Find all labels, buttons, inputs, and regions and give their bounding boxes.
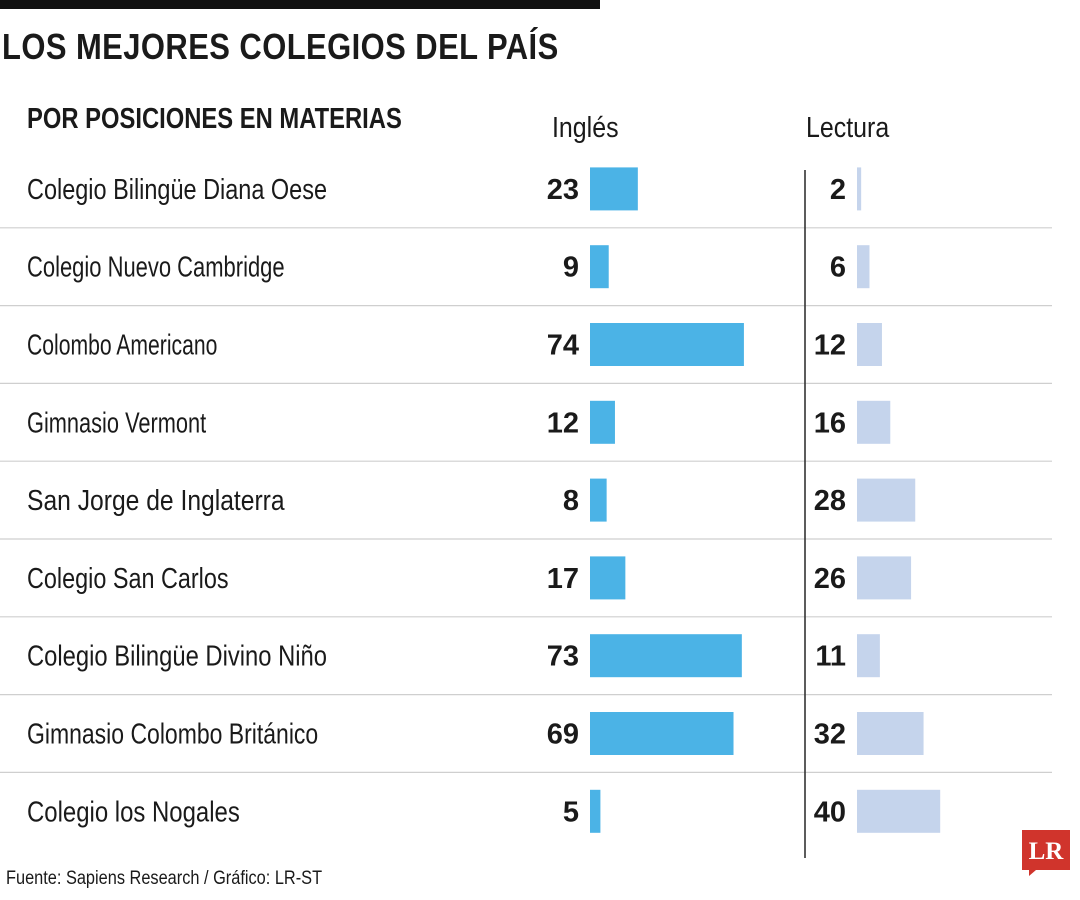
lr-logo: LR (1022, 830, 1070, 876)
bar-lectura (857, 634, 880, 678)
bar-ingles (590, 789, 601, 833)
column-header-ingles: Inglés (552, 112, 619, 144)
value-label-lectura: 2 (830, 174, 846, 206)
chart-title: LOS MEJORES COLEGIOS DEL PAÍS (2, 26, 559, 67)
value-label-ingles: 69 (547, 719, 579, 751)
bar-ingles (590, 245, 609, 289)
column-header-lectura: Lectura (806, 112, 890, 144)
svg-text:LR: LR (1029, 838, 1065, 865)
category-label: Colegio Bilingüe Diana Oese (27, 174, 327, 206)
value-label-ingles: 74 (547, 330, 579, 362)
value-label-ingles: 5 (563, 796, 579, 828)
chart-subtitle: POR POSICIONES EN MATERIAS (27, 103, 402, 135)
value-label-ingles: 17 (547, 563, 579, 595)
top-rule (0, 0, 600, 9)
value-label-ingles: 9 (563, 252, 579, 284)
value-label-ingles: 8 (563, 485, 579, 517)
bar-lectura (857, 323, 882, 366)
bar-ingles (590, 323, 744, 366)
bar-ingles (590, 478, 607, 522)
bar-ingles (590, 556, 626, 600)
value-label-lectura: 12 (814, 330, 846, 362)
value-label-lectura: 28 (814, 485, 846, 517)
bar-ingles (590, 167, 638, 211)
category-label: Gimnasio Colombo Británico (27, 719, 318, 751)
bar-lectura (857, 167, 862, 211)
bar-ingles (590, 712, 734, 755)
value-label-lectura: 40 (814, 796, 846, 828)
category-label: San Jorge de Inglaterra (27, 485, 285, 517)
value-label-lectura: 32 (814, 719, 846, 751)
bar-ingles (590, 400, 615, 444)
value-label-ingles: 23 (547, 174, 579, 206)
value-label-lectura: 11 (815, 641, 846, 673)
source-note: Fuente: Sapiens Research / Gráfico: LR-S… (6, 868, 323, 889)
bar-lectura (857, 478, 916, 522)
bar-lectura (857, 245, 870, 289)
category-label: Colegio San Carlos (27, 563, 229, 595)
value-label-lectura: 6 (830, 252, 846, 284)
value-label-ingles: 12 (547, 407, 579, 439)
value-label-lectura: 26 (814, 563, 846, 595)
category-label: Colombo Americano (27, 330, 217, 362)
bar-lectura (857, 789, 941, 833)
category-label: Colegio Bilingüe Divino Niño (27, 641, 327, 673)
category-label: Colegio los Nogales (27, 796, 240, 828)
value-label-ingles: 73 (547, 641, 579, 673)
category-label: Colegio Nuevo Cambridge (27, 252, 285, 284)
bar-lectura (857, 556, 912, 600)
category-label: Gimnasio Vermont (27, 407, 206, 439)
bar-ingles (590, 634, 742, 678)
bar-lectura (857, 712, 924, 755)
bar-lectura (857, 400, 891, 444)
value-label-lectura: 16 (814, 407, 846, 439)
